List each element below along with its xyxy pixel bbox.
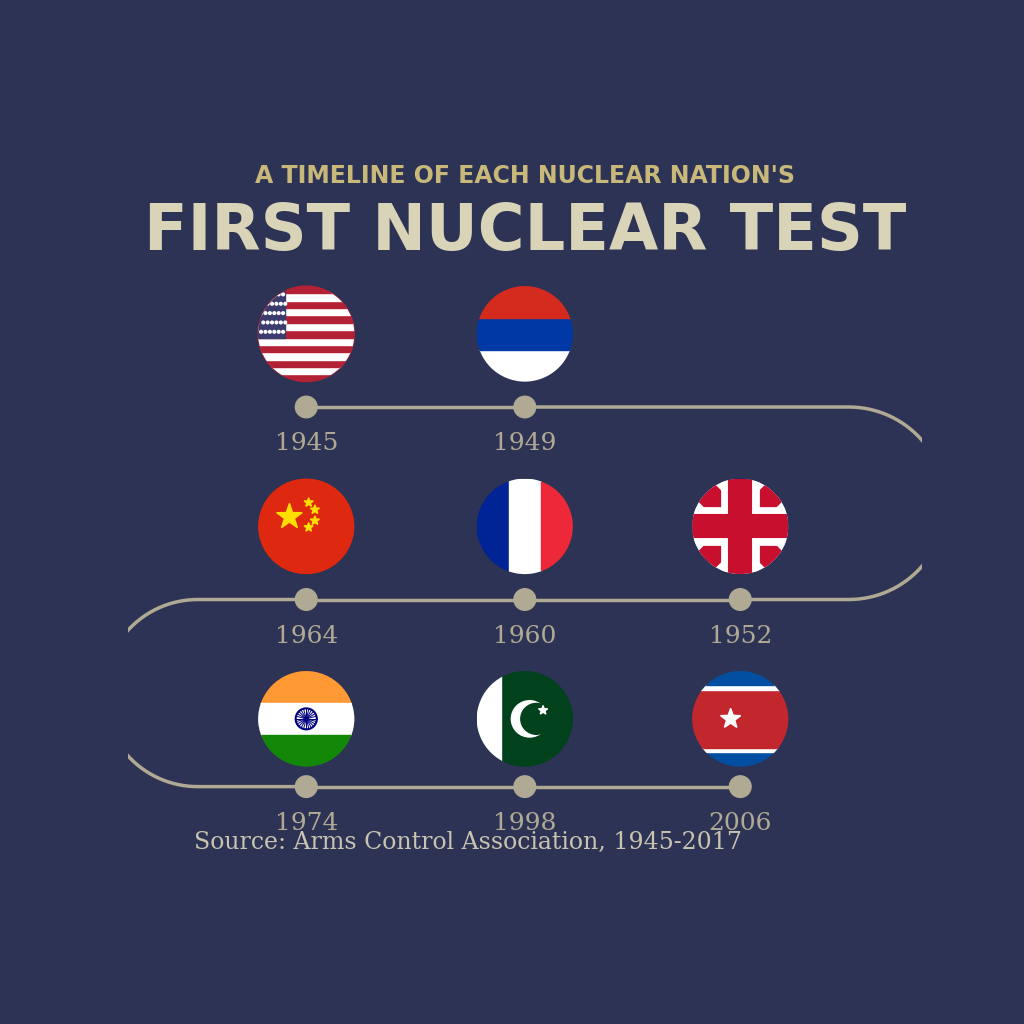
Circle shape (282, 311, 285, 314)
Bar (477, 286, 572, 317)
Bar (258, 301, 354, 308)
Circle shape (264, 293, 267, 296)
Bar (477, 671, 501, 767)
Circle shape (278, 331, 280, 333)
Bar (692, 748, 788, 753)
Bar (258, 315, 354, 323)
Bar (258, 374, 354, 382)
Text: FIRST NUCLEAR TEST: FIRST NUCLEAR TEST (143, 202, 906, 263)
Circle shape (262, 302, 264, 305)
Bar (477, 478, 509, 574)
Circle shape (273, 293, 275, 296)
Bar (692, 690, 788, 748)
Circle shape (280, 302, 283, 305)
Bar (258, 286, 354, 294)
Circle shape (264, 331, 267, 333)
Circle shape (268, 331, 271, 333)
Bar (509, 478, 541, 574)
Polygon shape (721, 709, 740, 727)
Bar (258, 286, 285, 338)
Bar (258, 323, 354, 330)
Circle shape (282, 331, 285, 333)
Bar (477, 317, 572, 350)
Bar (258, 367, 354, 374)
Circle shape (266, 302, 269, 305)
Circle shape (278, 293, 280, 296)
Circle shape (273, 331, 275, 333)
Circle shape (258, 286, 354, 382)
Bar (258, 671, 354, 702)
Polygon shape (310, 516, 319, 524)
Circle shape (258, 478, 354, 574)
Circle shape (514, 396, 536, 418)
Text: 1952: 1952 (709, 625, 772, 648)
Circle shape (270, 302, 273, 305)
Circle shape (511, 700, 548, 737)
Circle shape (282, 293, 285, 296)
Circle shape (262, 322, 264, 324)
Bar (477, 350, 572, 382)
Circle shape (304, 717, 308, 721)
Polygon shape (539, 706, 548, 714)
Circle shape (270, 322, 273, 324)
Circle shape (275, 322, 278, 324)
Polygon shape (304, 522, 313, 531)
Bar (258, 352, 354, 359)
Circle shape (729, 589, 751, 610)
Circle shape (477, 671, 572, 767)
Circle shape (692, 478, 788, 574)
Circle shape (278, 311, 280, 314)
Circle shape (284, 322, 287, 324)
Circle shape (280, 322, 283, 324)
Circle shape (295, 396, 317, 418)
Circle shape (275, 302, 278, 305)
Bar (258, 345, 354, 352)
Text: 1974: 1974 (274, 812, 338, 835)
Text: Source: Arms Control Association, 1945-2017: Source: Arms Control Association, 1945-2… (194, 830, 741, 854)
Polygon shape (276, 504, 302, 527)
Bar (258, 338, 354, 345)
Circle shape (729, 776, 751, 798)
Circle shape (268, 293, 271, 296)
Circle shape (264, 311, 267, 314)
Polygon shape (310, 505, 319, 513)
Bar (541, 478, 572, 574)
Bar (258, 735, 354, 767)
Bar (258, 702, 354, 735)
Circle shape (521, 703, 552, 734)
Circle shape (284, 302, 287, 305)
Bar (692, 671, 788, 685)
Text: 1949: 1949 (494, 432, 556, 456)
Bar (258, 359, 354, 367)
Text: A TIMELINE OF EACH NUCLEAR NATION'S: A TIMELINE OF EACH NUCLEAR NATION'S (255, 165, 795, 188)
Text: 1998: 1998 (494, 812, 556, 835)
Circle shape (295, 776, 317, 798)
Circle shape (295, 589, 317, 610)
Circle shape (260, 293, 262, 296)
Circle shape (514, 589, 536, 610)
Bar (258, 308, 354, 315)
Bar (258, 294, 354, 301)
Circle shape (715, 703, 746, 734)
Text: 2006: 2006 (709, 812, 772, 835)
Bar (692, 753, 788, 767)
Text: 1960: 1960 (494, 625, 556, 648)
Polygon shape (304, 498, 313, 506)
Text: 1945: 1945 (274, 432, 338, 456)
Circle shape (260, 331, 262, 333)
Bar (692, 685, 788, 690)
Text: 1964: 1964 (274, 625, 338, 648)
Circle shape (514, 776, 536, 798)
Circle shape (260, 311, 262, 314)
Circle shape (268, 311, 271, 314)
Circle shape (266, 322, 269, 324)
Bar (258, 330, 354, 338)
Circle shape (273, 311, 275, 314)
